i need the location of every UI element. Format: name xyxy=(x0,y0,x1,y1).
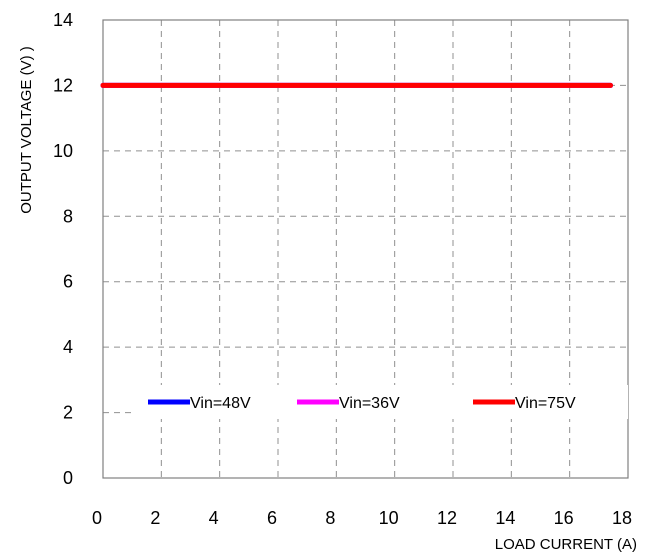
x-tick-label: 12 xyxy=(437,508,457,528)
y-axis-title: OUTPUT VOLTAGE (V) ) xyxy=(18,46,35,214)
x-tick-label: 16 xyxy=(554,508,574,528)
y-tick-label: 2 xyxy=(63,403,73,423)
x-tick-label: 18 xyxy=(612,508,632,528)
y-tick-labels: 0 2 4 6 8 10 12 14 xyxy=(53,10,73,488)
x-tick-label: 2 xyxy=(150,508,160,528)
plot-frame xyxy=(102,19,629,479)
y-tick-label: 12 xyxy=(53,75,73,95)
x-tick-labels: 0 2 4 6 8 10 12 14 16 18 xyxy=(92,508,632,528)
x-tick-label: 6 xyxy=(267,508,277,528)
legend-label: Vin=75V xyxy=(515,395,576,412)
legend-label: Vin=48V xyxy=(190,395,251,412)
x-tick-label: 0 xyxy=(92,508,102,528)
x-tick-label: 8 xyxy=(325,508,335,528)
y-tick-label: 14 xyxy=(53,10,73,30)
legend-label: Vin=36V xyxy=(339,395,400,412)
x-axis-title: LOAD CURRENT (A) xyxy=(495,536,637,553)
x-tick-label: 10 xyxy=(379,508,399,528)
x-tick-label: 4 xyxy=(209,508,219,528)
y-tick-label: 4 xyxy=(63,337,73,357)
legend: Vin=48V Vin=36V Vin=75V xyxy=(133,385,628,419)
x-tick-label: 14 xyxy=(495,508,515,528)
y-tick-label: 10 xyxy=(53,141,73,161)
legend-box xyxy=(133,385,628,419)
y-tick-label: 6 xyxy=(63,272,73,292)
y-tick-label: 8 xyxy=(63,206,73,226)
y-tick-label: 0 xyxy=(63,468,73,488)
